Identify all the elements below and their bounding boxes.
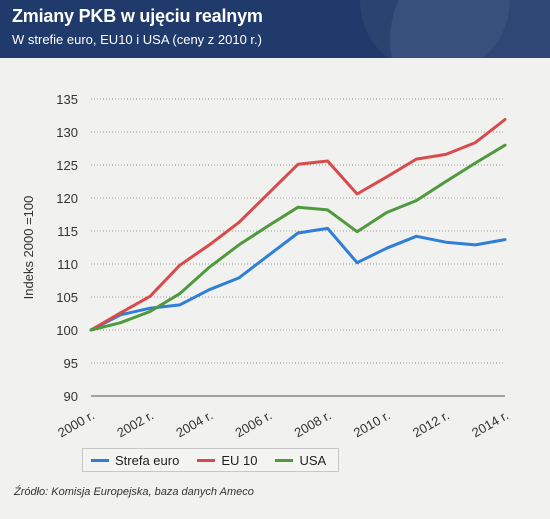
legend-swatch bbox=[275, 458, 294, 462]
y-tick-label: 100 bbox=[56, 323, 78, 338]
line-chart: 90 95 100 105 110 115 120 125 130 135 2000 r. 2002 … bbox=[21, 92, 511, 440]
y-tick-label: 105 bbox=[56, 290, 78, 305]
legend-label: Strefa euro bbox=[115, 452, 180, 468]
y-axis-label: Indeks 2000 =100 bbox=[21, 196, 36, 300]
legend-item: USA bbox=[275, 453, 326, 468]
series-line bbox=[89, 143, 507, 332]
x-tick-label: 2014 r. bbox=[469, 407, 511, 440]
source-note: Źródło: Komisja Europejska, baza danych … bbox=[14, 486, 254, 498]
chart-title: Zmiany PKB w ujęciu realnym bbox=[12, 6, 263, 26]
x-tick-label: 2012 r. bbox=[410, 407, 452, 440]
x-tick-label: 2000 r. bbox=[55, 407, 97, 440]
y-tick-label: 95 bbox=[64, 356, 78, 371]
y-tick-label: 110 bbox=[57, 257, 78, 272]
x-tick-label: 2002 r. bbox=[114, 407, 156, 440]
y-tick-label: 125 bbox=[56, 158, 78, 173]
decorative-circle bbox=[360, 0, 510, 58]
x-tick-label: 2008 r. bbox=[292, 407, 334, 440]
y-tick-label: 135 bbox=[56, 92, 78, 107]
y-tick-label: 115 bbox=[57, 224, 78, 239]
x-tick-label: 2004 r. bbox=[173, 407, 215, 440]
series-line bbox=[89, 226, 507, 332]
series-line bbox=[89, 118, 507, 332]
x-tick-label: 2010 r. bbox=[351, 407, 393, 440]
y-tick-label: 130 bbox=[56, 125, 78, 140]
x-tick-label: 2006 r. bbox=[233, 407, 275, 440]
legend-swatch bbox=[91, 458, 109, 462]
legend-label: USA bbox=[299, 452, 327, 468]
decorative-circle bbox=[390, 0, 550, 58]
chart-legend: Strefa euro EU 10 USA bbox=[82, 448, 340, 472]
legend-item: EU 10 bbox=[197, 453, 257, 468]
legend-item: Strefa euro bbox=[91, 453, 179, 468]
legend-label: EU 10 bbox=[221, 452, 258, 468]
legend-swatch bbox=[197, 458, 216, 462]
chart-subtitle: W strefie euro, EU10 i USA (ceny z 2010 … bbox=[12, 32, 262, 47]
y-tick-label: 90 bbox=[64, 389, 78, 404]
chart-header: Zmiany PKB w ujęciu realnym W strefie eu… bbox=[0, 0, 550, 58]
y-tick-label: 120 bbox=[56, 191, 78, 206]
